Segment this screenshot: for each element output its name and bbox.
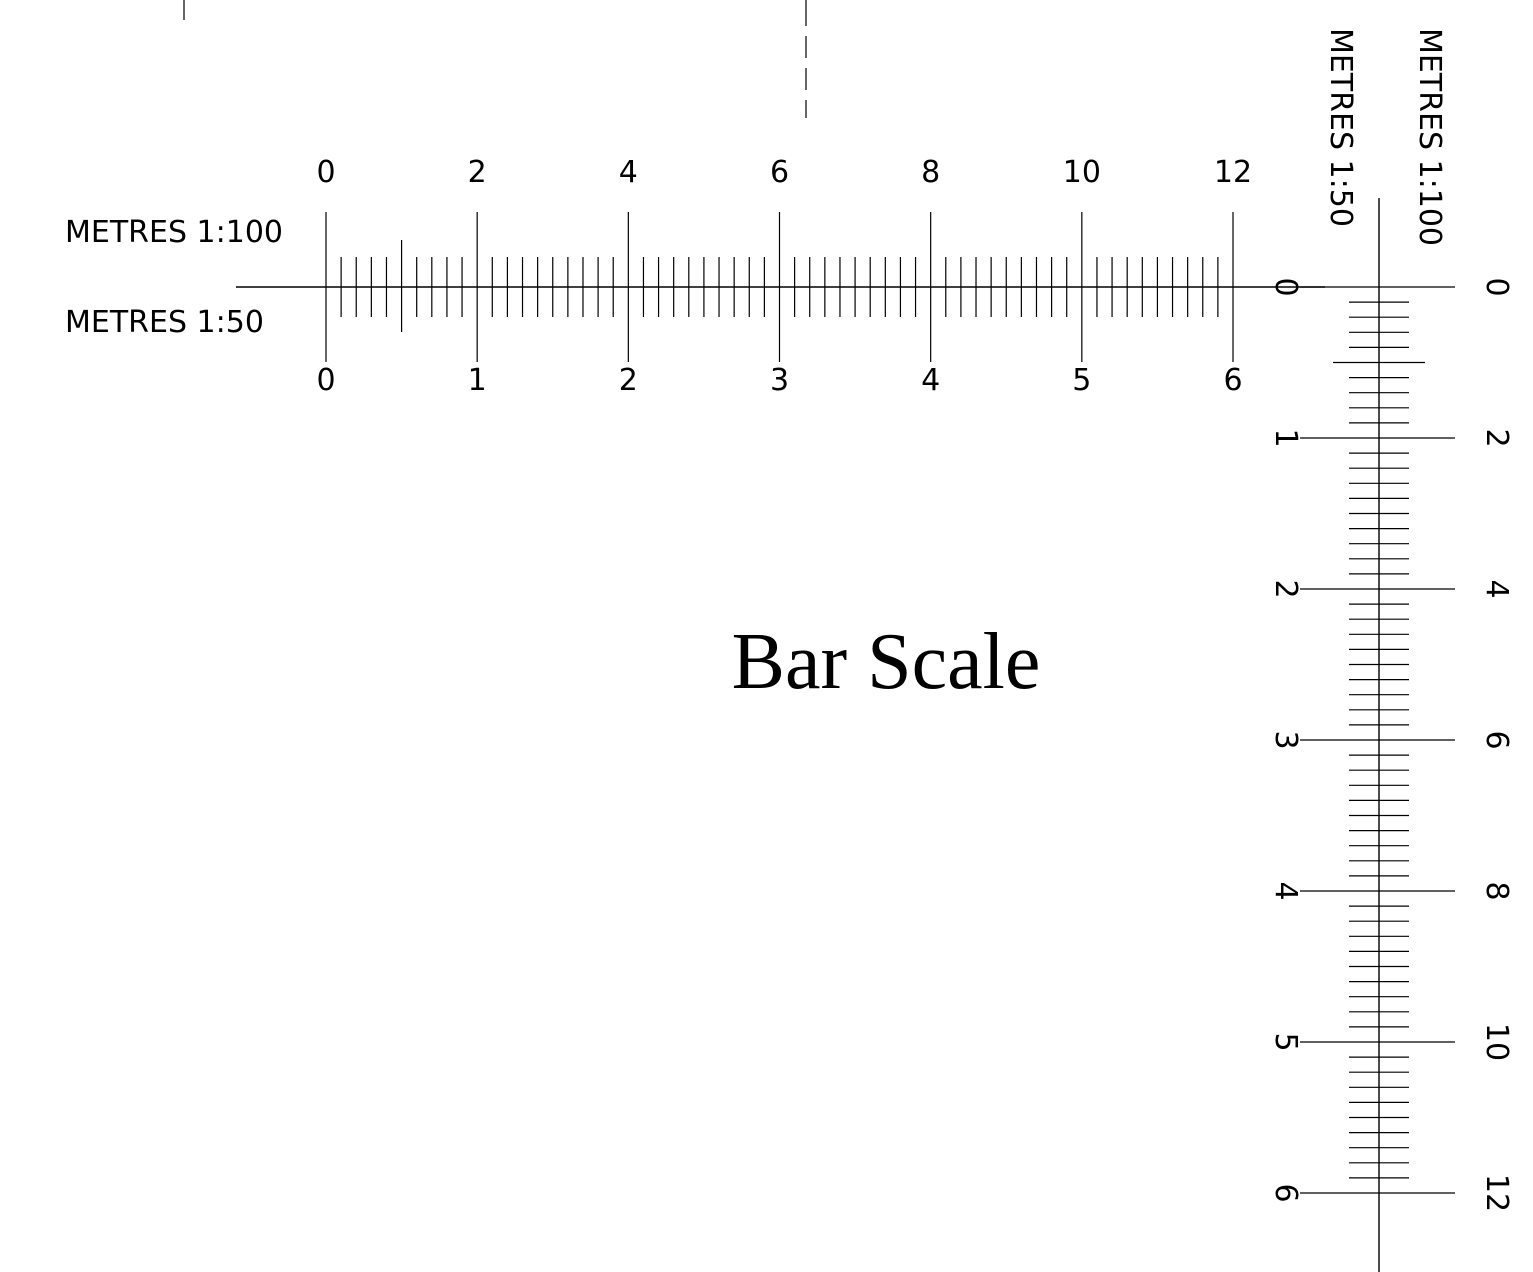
tick-label-1-50: 6 xyxy=(1268,1183,1303,1202)
tick-label-1-50: 4 xyxy=(1268,881,1303,900)
tick-label-1-50: 0 xyxy=(1268,277,1303,296)
scale-label-1-100: METRES 1:100 xyxy=(65,215,283,250)
page-title: Bar Scale xyxy=(732,618,1041,706)
vertical-scale-label-1-100: METRES 1:100 xyxy=(1412,28,1447,246)
tick-label-1-100: 2 xyxy=(468,155,487,190)
tick-label-1-100: 4 xyxy=(1479,579,1514,598)
vertical-1-100-tick-labels: 0 2 4 6 8 10 12 xyxy=(1479,277,1514,1212)
tick-label-1-100: 8 xyxy=(1479,881,1514,900)
tick-label-1-100: 8 xyxy=(921,155,940,190)
horizontal-1-50-tick-labels: 0 1 2 3 4 5 6 xyxy=(316,363,1242,398)
vertical-scale-label-1-50: METRES 1:50 xyxy=(1323,28,1358,227)
tick-label-1-100: 0 xyxy=(1479,277,1514,296)
tick-label-1-50: 3 xyxy=(1268,730,1303,749)
tick-label-1-50: 1 xyxy=(468,363,487,398)
tick-label-1-100: 12 xyxy=(1479,1174,1514,1212)
tick-label-1-50: 3 xyxy=(770,363,789,398)
horizontal-1-100-tick-labels: 0 2 4 6 8 10 12 xyxy=(316,155,1252,190)
tick-label-1-50: 2 xyxy=(1268,579,1303,598)
tick-label-1-100: 12 xyxy=(1214,155,1252,190)
tick-label-1-100: 10 xyxy=(1063,155,1101,190)
tick-label-1-100: 6 xyxy=(1479,730,1514,749)
tick-label-1-50: 4 xyxy=(921,363,940,398)
tick-label-1-50: 0 xyxy=(316,363,335,398)
tick-label-1-100: 2 xyxy=(1479,428,1514,447)
scale-label-1-50: METRES 1:50 xyxy=(65,305,264,340)
tick-label-1-50: 1 xyxy=(1268,428,1303,447)
tick-label-1-100: 10 xyxy=(1479,1023,1514,1061)
vertical-ticks xyxy=(1300,286,1455,1194)
tick-label-1-100: 6 xyxy=(770,155,789,190)
tick-label-1-100: 0 xyxy=(316,155,335,190)
tick-label-1-50: 5 xyxy=(1072,363,1091,398)
tick-label-1-50: 2 xyxy=(619,363,638,398)
vertical-1-50-tick-labels: 0 1 2 3 4 5 6 xyxy=(1268,277,1303,1202)
horizontal-ticks xyxy=(325,212,1234,362)
tick-label-1-50: 5 xyxy=(1268,1032,1303,1051)
tick-label-1-100: 4 xyxy=(619,155,638,190)
tick-label-1-50: 6 xyxy=(1223,363,1242,398)
